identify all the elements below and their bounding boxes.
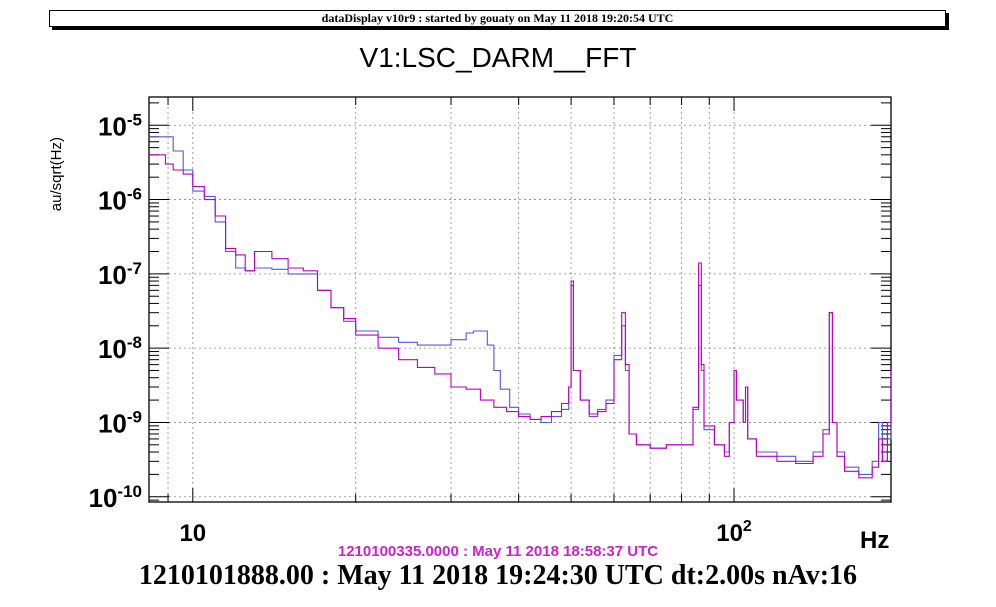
x-axis-label: Hz bbox=[860, 527, 889, 554]
y-tick-label: 10-8 bbox=[98, 333, 142, 364]
x-tick-label: 10 bbox=[179, 520, 206, 547]
series-line-1 bbox=[149, 136, 892, 475]
plot-frame bbox=[148, 96, 892, 503]
y-tick-label: 10-9 bbox=[98, 407, 142, 438]
banner: dataDisplay v10r9 : started by gouaty on… bbox=[49, 10, 946, 27]
y-tick-label: 10-6 bbox=[98, 185, 142, 216]
y-tick-label: 10-7 bbox=[98, 259, 142, 290]
chart-title: V1:LSC_DARM__FFT bbox=[359, 42, 637, 73]
y-tick-labels: 10-10 10-9 10-8 10-7 10-6 10-5 bbox=[89, 110, 143, 513]
reference-timestamp: 1210100335.0000 : May 11 2018 18:58:37 U… bbox=[337, 543, 659, 560]
x-tick-label: 102 bbox=[716, 518, 752, 547]
series-line-2 bbox=[149, 154, 892, 479]
x-tick-labels: 10 102 bbox=[179, 518, 751, 547]
grid-lines bbox=[149, 97, 891, 502]
series-layer bbox=[149, 136, 892, 479]
y-tick-label: 10-10 bbox=[89, 482, 143, 513]
footer-timestamp: 1210101888.00 : May 11 2018 19:24:30 UTC… bbox=[138, 560, 858, 591]
minor-ticks bbox=[149, 97, 891, 502]
y-tick-label: 10-5 bbox=[98, 110, 142, 141]
